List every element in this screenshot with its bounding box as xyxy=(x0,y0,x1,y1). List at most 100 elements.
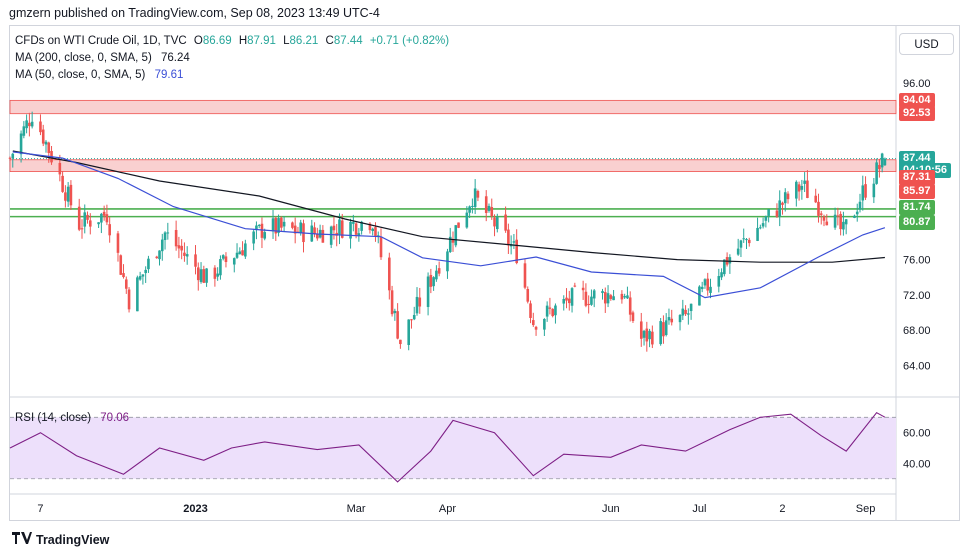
candle-body xyxy=(122,273,125,278)
ma50-label: MA (50, close, 0, SMA, 5) xyxy=(15,69,146,81)
time-axis-label: Apr xyxy=(439,503,456,515)
candle-body xyxy=(277,218,280,233)
candle-body xyxy=(316,233,319,239)
candle-body xyxy=(174,229,178,247)
candle-body xyxy=(119,255,123,275)
currency-button[interactable]: USD xyxy=(899,33,954,55)
candle-body xyxy=(858,201,862,210)
candle-body xyxy=(379,236,383,258)
candle-body xyxy=(476,191,480,198)
candle-body xyxy=(61,175,64,192)
candle-body xyxy=(138,276,142,280)
legend-o-label: O xyxy=(193,35,203,47)
candle-body xyxy=(232,258,236,265)
candle-body xyxy=(631,312,635,321)
candle-body xyxy=(196,267,200,281)
candle-body xyxy=(280,217,283,228)
candle-body xyxy=(263,232,267,239)
candle-body xyxy=(28,122,31,127)
ma200-value: 76.24 xyxy=(160,52,190,64)
tradingview-logo-text: TradingView xyxy=(36,532,110,547)
legend-change: +0.71 (+0.82%) xyxy=(369,35,450,47)
price-tick-label: 68.00 xyxy=(903,325,931,337)
candle-body xyxy=(606,293,610,304)
candle-body xyxy=(396,311,399,339)
candle-body xyxy=(814,195,818,203)
candle-body xyxy=(833,214,837,228)
price-tick-label: 64.00 xyxy=(903,361,931,373)
candle-body xyxy=(219,259,222,276)
candle-body xyxy=(648,330,651,340)
candle-body xyxy=(853,215,856,218)
candle-body xyxy=(554,305,557,316)
candle-body xyxy=(515,239,518,264)
candle-body xyxy=(418,297,422,307)
candle-body xyxy=(723,259,726,275)
time-axis-label: Mar xyxy=(347,503,366,515)
legend-low: 86.21 xyxy=(289,35,319,47)
legend-row-rsi[interactable]: RSI (14, close) 70.06 xyxy=(15,412,129,424)
candle-body xyxy=(194,254,197,267)
candle-body xyxy=(407,319,410,345)
candle-body xyxy=(180,245,183,251)
candle-body xyxy=(603,292,607,304)
candle-body xyxy=(806,180,809,198)
candle-body xyxy=(426,276,430,307)
candle-body xyxy=(468,206,471,213)
candle-body xyxy=(448,236,452,252)
candle-body xyxy=(371,228,375,232)
candle-body xyxy=(781,202,784,205)
candle-body xyxy=(745,239,748,241)
candle-body xyxy=(432,277,435,287)
candle-body xyxy=(764,216,768,221)
time-axis-label: Jul xyxy=(692,503,706,515)
candle-body xyxy=(158,250,161,260)
candle-body xyxy=(504,214,507,231)
candle-body xyxy=(797,184,801,192)
candle-body xyxy=(531,320,535,326)
candle-body xyxy=(844,219,848,225)
candle-body xyxy=(313,227,316,234)
rsi-label: RSI (14, close) xyxy=(15,412,92,424)
candle-body xyxy=(839,213,842,230)
candle-body xyxy=(706,278,710,291)
candle-body xyxy=(100,213,103,223)
candle-body xyxy=(626,295,629,299)
candle-body xyxy=(388,257,391,291)
candle-body xyxy=(551,308,554,317)
candle-body xyxy=(803,180,806,184)
candle-body xyxy=(496,217,499,230)
candle-body xyxy=(97,222,100,225)
legend-row-ma50[interactable]: MA (50, close, 0, SMA, 5) 79.61 xyxy=(15,69,183,81)
legend-c-label: C xyxy=(325,35,334,47)
tradingview-footer[interactable]: TradingView xyxy=(12,532,109,547)
candle-body xyxy=(255,225,258,230)
candle-body xyxy=(659,321,662,345)
price-tag-1: 92.53 xyxy=(899,106,935,122)
candle-body xyxy=(238,251,242,255)
candle-body xyxy=(410,319,413,321)
candle-body xyxy=(681,308,685,316)
candle-body xyxy=(875,162,878,184)
time-axis-label: Jun xyxy=(602,503,620,515)
legend-h-label: H xyxy=(238,35,248,47)
candle-body xyxy=(687,313,690,315)
candle-body xyxy=(354,223,358,235)
price-tag-0: 94.04 xyxy=(899,92,935,108)
price-tag-6: 81.74 xyxy=(899,200,935,216)
candle-body xyxy=(224,256,228,263)
candle-body xyxy=(709,286,712,293)
candle-body xyxy=(147,258,150,270)
candle-body xyxy=(80,228,84,230)
resistance-zone-0 xyxy=(9,99,897,115)
candle-body xyxy=(22,126,26,136)
candle-body xyxy=(698,286,701,306)
candle-body xyxy=(742,238,746,240)
candle-body xyxy=(609,295,613,299)
candle-body xyxy=(202,269,206,283)
legend-row-ma200[interactable]: MA (200, close, 0, SMA, 5) 76.24 xyxy=(15,52,190,64)
candle-body xyxy=(836,215,840,217)
candle-body xyxy=(473,188,477,208)
candle-body xyxy=(58,162,62,175)
